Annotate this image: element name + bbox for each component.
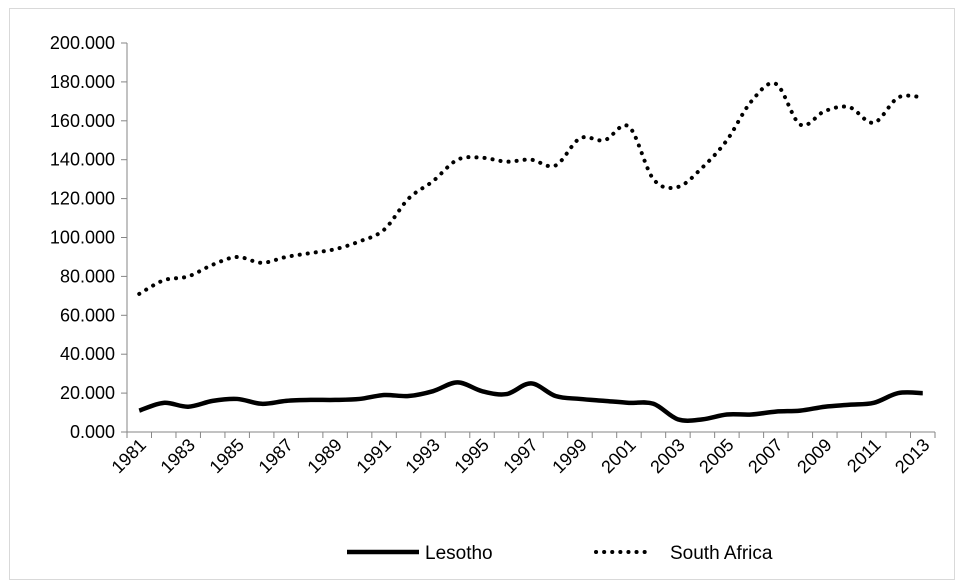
x-tick-label: 1999 [548, 435, 590, 477]
x-tick-label: 1983 [157, 435, 199, 477]
chart-axes [126, 43, 935, 433]
x-tick-label: 1995 [450, 435, 492, 477]
x-tick-label: 1989 [303, 435, 345, 477]
x-axis-ticks: 1981 1983 1985 1987 1989 1991 1993 1995 1997 1999… [108, 432, 936, 477]
y-tick-label: 0.000 [70, 422, 115, 442]
legend-label-lesotho: Lesotho [425, 543, 493, 564]
x-tick-label: 2009 [793, 435, 835, 477]
x-tick-label: 2001 [597, 435, 639, 477]
x-tick-label: 1993 [401, 435, 443, 477]
x-tick-label: 2005 [695, 435, 737, 477]
y-tick-label: 160.000 [50, 111, 115, 131]
x-tick-label: 1987 [255, 435, 297, 477]
y-tick-label: 100.000 [50, 228, 115, 248]
legend-label-south-africa: South Africa [670, 543, 773, 564]
y-tick-label: 140.000 [50, 150, 115, 170]
x-tick-label: 2011 [843, 435, 885, 477]
x-tick-label: 1997 [499, 435, 541, 477]
y-tick-label: 200.000 [50, 33, 115, 53]
x-tick-label: 1985 [206, 435, 248, 477]
series-lines [137, 81, 925, 423]
series-line-south-africa [137, 81, 925, 296]
legend: Lesotho South Africa [347, 543, 773, 564]
chart-frame [9, 8, 955, 580]
series-line-lesotho [138, 380, 923, 423]
y-tick-label: 20.000 [60, 383, 115, 403]
x-tick-label: 1991 [352, 435, 394, 477]
y-tick-label: 120.000 [50, 189, 115, 209]
y-tick-label: 180.000 [50, 72, 115, 92]
y-tick-label: 60.000 [60, 305, 115, 325]
y-tick-label: 80.000 [60, 266, 115, 286]
y-tick-label: 40.000 [60, 344, 115, 364]
x-tick-label: 2003 [646, 435, 688, 477]
y-axis-ticks: 0.000 20.000 40.000 60.000 80.000 100.000 120.… [50, 33, 127, 442]
x-tick-label: 2007 [744, 435, 786, 477]
x-tick-label: 2013 [891, 435, 933, 477]
